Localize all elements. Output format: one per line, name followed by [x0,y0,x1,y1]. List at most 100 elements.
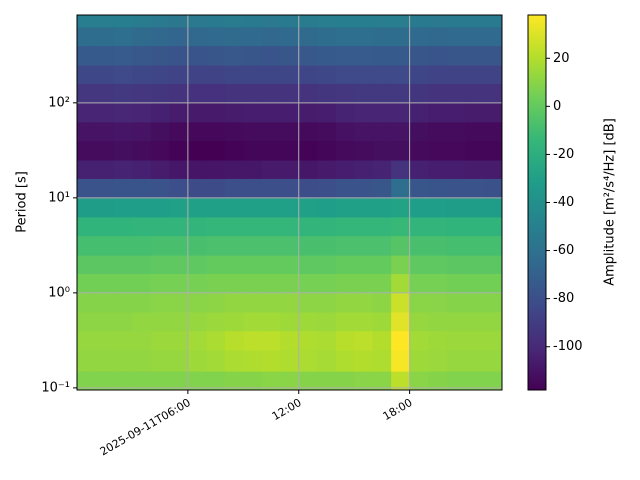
heatmap-cell [280,65,300,84]
heatmap-cell [428,197,448,218]
heatmap-cell [187,255,207,274]
colorbar-label: Amplitude [m²/s⁴/Hz] [dB] [603,118,618,286]
heatmap-cell [354,140,374,161]
heatmap-cell [132,140,152,161]
heatmap-cell [95,83,115,104]
heatmap-cell [113,178,133,199]
heatmap-cell [77,140,96,161]
heatmap-cell [243,140,263,161]
heatmap-cell [465,216,485,237]
heatmap-cell [206,216,226,237]
heatmap-cell [372,102,392,123]
heatmap-cell [428,292,448,313]
heatmap-cell [113,65,133,84]
heatmap-cell [428,102,448,123]
heatmap-cell [298,65,318,84]
heatmap-cell [354,292,374,313]
heatmap-cell [206,83,226,104]
heatmap-cell [243,45,263,66]
heatmap-cell [206,350,226,372]
heatmap-cell [298,83,318,104]
heatmap-cell [391,292,411,313]
heatmap-cell [169,350,189,372]
heatmap-cell [224,65,244,84]
heatmap-cell [132,255,152,274]
heatmap-cell [243,15,263,28]
heatmap-cell [372,197,392,218]
heatmap-cell [280,15,300,28]
heatmap-cell [243,311,263,332]
y-tick-label: 10¹ [48,190,70,205]
heatmap-cell [132,292,152,313]
heatmap-cell [372,83,392,104]
heatmap-cell [187,273,207,294]
heatmap-cell [150,330,170,351]
heatmap-cell [280,255,300,274]
heatmap-cell [150,140,170,161]
heatmap-cell [187,45,207,66]
heatmap-cell [372,255,392,274]
heatmap-cell [354,45,374,66]
heatmap-cell [335,273,355,294]
heatmap-cell [187,140,207,161]
heatmap-cell [391,216,411,237]
heatmap-cell [335,371,355,391]
heatmap-cell [317,273,337,294]
heatmap-cell [391,140,411,161]
heatmap-cell [335,330,355,351]
heatmap-cell [354,197,374,218]
heatmap-cell [150,350,170,372]
heatmap-cell [132,178,152,199]
heatmap-cell [95,45,115,66]
heatmap-cell [243,216,263,237]
heatmap-cell [372,273,392,294]
heatmap-cell [354,216,374,237]
heatmap-cell [187,26,207,47]
heatmap-cell [428,140,448,161]
heatmap-cell [354,178,374,199]
heatmap-cell [483,160,503,179]
heatmap-cell [409,216,429,237]
heatmap-cell [280,121,300,142]
heatmap-cell [132,350,152,372]
heatmap-cell [335,292,355,313]
heatmap-cell [206,178,226,199]
heatmap-cell [95,235,115,256]
heatmap-cell [446,83,466,104]
heatmap-cell [409,83,429,104]
heatmap-cell [280,330,300,351]
heatmap-cell [113,45,133,66]
heatmap-cell [317,83,337,104]
heatmap-cell [77,83,96,104]
heatmap-cell [298,330,318,351]
heatmap-cell [150,121,170,142]
heatmap-cell [483,45,503,66]
heatmap-cell [317,65,337,84]
heatmap-cell [409,273,429,294]
heatmap-cell [113,15,133,28]
heatmap-cell [224,216,244,237]
heatmap-cell [391,160,411,179]
heatmap-cell [150,292,170,313]
heatmap-cell [132,83,152,104]
heatmap-cell [169,371,189,391]
heatmap-cell [298,15,318,28]
heatmap-cell [206,160,226,179]
heatmap-cell [187,197,207,218]
heatmap-cell [95,255,115,274]
heatmap-cell [261,65,281,84]
heatmap-cell [409,160,429,179]
heatmap-cell [206,140,226,161]
heatmap-cell [391,178,411,199]
heatmap-cell [261,15,281,28]
heatmap-cell [483,83,503,104]
heatmap-cell [224,26,244,47]
heatmap-cell [261,178,281,199]
heatmap-cell [483,102,503,123]
heatmap-cell [187,178,207,199]
heatmap-cell [465,83,485,104]
heatmap-cell [95,15,115,28]
heatmap-cell [372,292,392,313]
heatmap-cell [77,273,96,294]
heatmap-cell [77,255,96,274]
